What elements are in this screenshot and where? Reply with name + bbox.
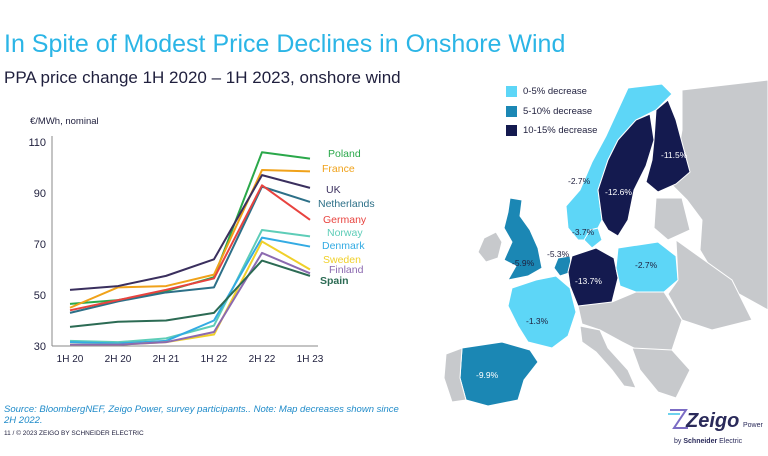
map-sweden [597, 113, 655, 237]
map-label-germany: -13.7% [575, 276, 602, 286]
legend-swatch-0 [506, 86, 517, 98]
series-line-uk [69, 174, 311, 291]
map-label-spain: -9.9% [476, 370, 499, 380]
europe-map: -11.5% -2.7% -12.6% -3.7% -5.9% -5.3% -1… [443, 80, 768, 407]
series-label-poland: Poland [328, 148, 361, 160]
legend-label-1: 5-10% decrease [523, 105, 593, 117]
map-balkans [631, 347, 691, 399]
series-label-france: France [322, 163, 355, 175]
map-label-sweden: -12.6% [605, 187, 632, 197]
map-label-netherlands: -5.3% [547, 249, 570, 259]
x-tick-label: 2H 22 [249, 354, 276, 365]
y-tick-label: 50 [34, 290, 46, 302]
y-tick-label: 30 [34, 341, 46, 353]
map-italy [579, 325, 637, 389]
map-belarus-ukraine [667, 238, 753, 331]
map-label-denmark: -3.7% [572, 227, 595, 237]
x-tick-label: 2H 20 [105, 354, 132, 365]
map-denmark [583, 227, 603, 249]
x-tick-label: 1H 22 [201, 354, 228, 365]
copyright-footer: 11 / © 2023 ZEIGO BY SCHNEIDER ELECTRIC [4, 430, 144, 437]
map-portugal [443, 347, 467, 403]
series-label-germany: Germany [323, 214, 367, 226]
map-label-france: -1.3% [526, 316, 549, 326]
logo-power: Power [743, 422, 763, 429]
map-finland [645, 99, 691, 193]
map-legend: 0-5% decrease 5-10% decrease 10-15% decr… [506, 82, 597, 141]
map-label-uk: -5.9% [512, 258, 535, 268]
logo-brand2: Electric [719, 438, 743, 445]
map-label-poland: -2.7% [635, 260, 658, 270]
legend-label-0: 0-5% decrease [523, 86, 587, 98]
legend-label-2: 10-15% decrease [523, 125, 598, 137]
series-line-netherlands [69, 185, 311, 314]
line-chart: €/MWh, nominal 30 50 70 90 110 1H 20 2H 20 2H 21… [28, 116, 375, 365]
map-ireland [477, 231, 503, 263]
series-label-netherlands: Netherlands [318, 198, 375, 210]
series-label-denmark: Denmark [322, 240, 365, 252]
legend-item: 0-5% decrease [506, 82, 597, 102]
series-line-germany [69, 184, 311, 312]
zeigo-logo: Zeigo Power by Schneider Electric [666, 400, 766, 452]
x-tick-label: 2H 21 [153, 354, 180, 365]
legend-item: 10-15% decrease [506, 121, 597, 141]
map-spain [459, 341, 539, 407]
series-label-spain: Spain [320, 275, 349, 287]
map-uk [503, 197, 543, 281]
map-baltics [653, 197, 691, 241]
series-label-uk: UK [326, 184, 341, 196]
page-subtitle: PPA price change 1H 2020 – 1H 2023, onsh… [4, 68, 401, 87]
series-line-denmark [69, 236, 311, 345]
series-label-norway: Norway [327, 227, 363, 239]
map-countries [443, 80, 768, 407]
y-tick-label: 70 [34, 239, 46, 251]
series-line-norway [69, 228, 311, 344]
legend-item: 5-10% decrease [506, 102, 597, 122]
page-title: In Spite of Modest Price Declines in Ons… [4, 30, 566, 58]
series-line-spain [69, 259, 311, 328]
series-line-finland [70, 251, 311, 346]
y-tick-label: 90 [34, 188, 46, 200]
logo-brand: Schneider [683, 438, 718, 445]
zeigo-logo-mark-icon [668, 409, 688, 429]
y-tick-label: 110 [28, 137, 46, 149]
map-label-norway: -2.7% [568, 176, 591, 186]
legend-swatch-2 [506, 125, 517, 137]
logo-by: by [674, 438, 682, 445]
map-label-finland: -11.5% [661, 150, 688, 160]
source-note: Source: BloombergNEF, Zeigo Power, surve… [4, 404, 399, 426]
logo-wordmark: Zeigo [686, 410, 740, 432]
x-tick-label: 1H 20 [57, 354, 84, 365]
series-label-finland: Finland [329, 264, 364, 276]
series-label-sweden: Sweden [323, 254, 361, 266]
y-axis-label: €/MWh, nominal [30, 116, 99, 127]
logo-byline: by Schneider Electric [674, 438, 742, 445]
map-france [507, 275, 577, 349]
series-line-france [69, 169, 311, 309]
x-tick-label: 1H 23 [297, 354, 324, 365]
map-netherlands [553, 255, 573, 277]
map-labels: -11.5% -2.7% -12.6% -3.7% -5.9% -5.3% -1… [476, 150, 688, 380]
legend-swatch-1 [506, 105, 517, 117]
